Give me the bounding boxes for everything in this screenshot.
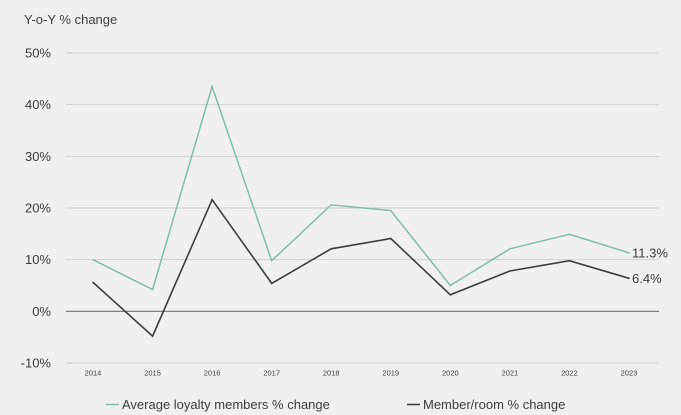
x-tick-label: 2023 bbox=[621, 369, 638, 378]
end-labels: 11.3% 6.4% bbox=[632, 245, 668, 285]
data-point bbox=[568, 259, 571, 262]
data-point bbox=[449, 284, 452, 287]
x-tick-label: 2018 bbox=[323, 369, 340, 378]
legend-label: Average loyalty members % change bbox=[122, 397, 330, 412]
data-point bbox=[509, 270, 511, 272]
y-tick-labels: 50% 40% 30% 20% 10% 0% -10% bbox=[21, 46, 52, 371]
gridlines bbox=[66, 52, 659, 364]
y-tick-label: -10% bbox=[21, 356, 52, 371]
data-point bbox=[211, 85, 213, 88]
data-point bbox=[330, 204, 333, 206]
data-point bbox=[151, 335, 154, 337]
data-point bbox=[389, 209, 392, 212]
legend: Average loyalty members % change Member/r… bbox=[106, 397, 565, 412]
data-point bbox=[509, 248, 511, 250]
series-line-1 bbox=[92, 84, 630, 291]
x-tick-label: 2022 bbox=[561, 369, 578, 378]
x-tick-label: 2016 bbox=[204, 369, 221, 378]
data-point bbox=[92, 281, 94, 284]
x-tick-label: 2020 bbox=[442, 369, 459, 378]
x-tick-label: 2014 bbox=[85, 369, 102, 378]
x-tick-label: 2017 bbox=[263, 369, 280, 378]
y-tick-label: 40% bbox=[25, 97, 51, 112]
end-value-label: 11.3% bbox=[632, 245, 668, 260]
data-point bbox=[211, 198, 213, 201]
data-point bbox=[270, 259, 273, 262]
data-point bbox=[628, 277, 630, 280]
end-value-label: 6.4% bbox=[632, 271, 662, 286]
y-tick-label: 0% bbox=[32, 304, 51, 319]
data-point bbox=[568, 233, 571, 236]
data-point bbox=[389, 237, 392, 240]
data-point bbox=[270, 282, 273, 285]
series-line-2 bbox=[92, 198, 630, 338]
y-tick-label: 30% bbox=[25, 149, 51, 164]
y-tick-label: 10% bbox=[25, 252, 51, 267]
data-point bbox=[92, 258, 94, 261]
x-tick-label: 2021 bbox=[502, 369, 519, 378]
x-tick-labels: 2014 2015 2016 2017 2018 2019 2020 2021 2022 2023 bbox=[85, 369, 638, 378]
data-point bbox=[330, 248, 333, 250]
y-axis-title: Y-o-Y % change bbox=[24, 12, 117, 27]
legend-label: Member/room % change bbox=[423, 397, 565, 412]
y-tick-label: 20% bbox=[25, 201, 51, 216]
series-lines bbox=[92, 84, 630, 338]
y-tick-label: 50% bbox=[25, 46, 51, 61]
x-tick-label: 2019 bbox=[382, 369, 399, 378]
x-tick-label: 2015 bbox=[144, 369, 161, 378]
data-point bbox=[449, 294, 452, 296]
data-point bbox=[628, 252, 630, 254]
data-point bbox=[151, 288, 154, 291]
